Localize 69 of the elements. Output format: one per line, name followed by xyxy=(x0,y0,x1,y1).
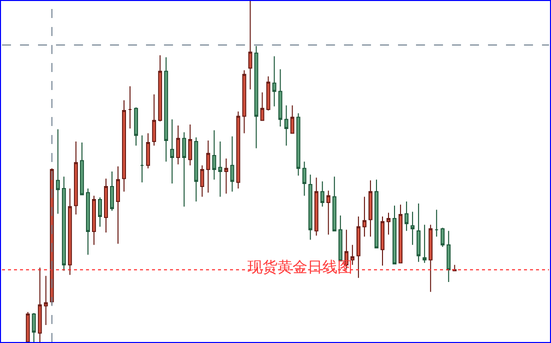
candlestick xyxy=(236,110,240,190)
candlestick xyxy=(254,46,258,149)
candlestick xyxy=(140,134,144,183)
candlestick xyxy=(224,158,228,194)
candlestick xyxy=(206,140,210,194)
candlestick xyxy=(44,275,48,326)
candlestick xyxy=(290,104,294,134)
candlestick xyxy=(302,161,306,196)
candlestick xyxy=(62,176,66,272)
candlestick xyxy=(410,211,415,246)
candlestick xyxy=(74,140,78,215)
candlestick xyxy=(56,128,60,214)
candlestick xyxy=(404,201,409,232)
candlestick xyxy=(164,56,168,162)
candlestick xyxy=(110,171,114,212)
candlestick xyxy=(188,124,192,166)
candlestick xyxy=(38,267,42,342)
candlestick xyxy=(284,104,288,146)
candlestick xyxy=(434,209,439,238)
candlestick xyxy=(176,124,180,165)
candlestick xyxy=(422,224,427,264)
candlestick xyxy=(350,244,354,266)
candlestick xyxy=(26,311,30,342)
candlestick xyxy=(122,100,126,192)
candlestick xyxy=(332,176,336,232)
candlestick xyxy=(92,195,96,246)
candlestick xyxy=(146,132,150,169)
candlestick xyxy=(320,180,324,208)
candlestick xyxy=(152,94,156,146)
candlestick xyxy=(242,70,246,134)
candlestick xyxy=(266,76,270,111)
candlestick xyxy=(68,188,72,276)
candlestick xyxy=(416,203,421,262)
candlestick xyxy=(182,132,186,208)
candlestick xyxy=(296,112,300,176)
candlestick xyxy=(326,190,330,236)
candlestick xyxy=(128,86,132,130)
candlestick xyxy=(230,136,234,192)
candlestick xyxy=(200,164,204,198)
candlestick xyxy=(386,212,390,236)
candlestick xyxy=(446,230,451,282)
candlestick xyxy=(170,118,174,184)
candlestick xyxy=(80,142,84,196)
candlestick xyxy=(212,130,216,180)
candlestick xyxy=(86,188,90,256)
candlestick xyxy=(374,179,378,248)
candlestick xyxy=(314,177,318,236)
candlestick xyxy=(98,196,102,228)
candlestick xyxy=(398,204,402,264)
candlestick xyxy=(158,54,162,122)
candlestick xyxy=(260,92,264,121)
candlestick xyxy=(368,180,372,238)
candlestick xyxy=(104,178,108,234)
candlestick xyxy=(248,1,252,90)
candlestick xyxy=(308,174,312,240)
candlestick xyxy=(272,56,276,107)
candlestick xyxy=(440,227,445,248)
candlestick xyxy=(338,214,342,262)
candlestick xyxy=(218,140,222,198)
candlestick xyxy=(380,216,384,266)
candlestick xyxy=(116,166,120,244)
candlestick xyxy=(362,196,366,238)
candlestick xyxy=(134,106,138,146)
candlestick xyxy=(428,224,433,292)
candlestick xyxy=(32,312,36,342)
candlestick xyxy=(194,136,198,202)
candlestick xyxy=(356,216,360,278)
candlestick xyxy=(278,68,282,127)
candlestick xyxy=(392,205,396,264)
